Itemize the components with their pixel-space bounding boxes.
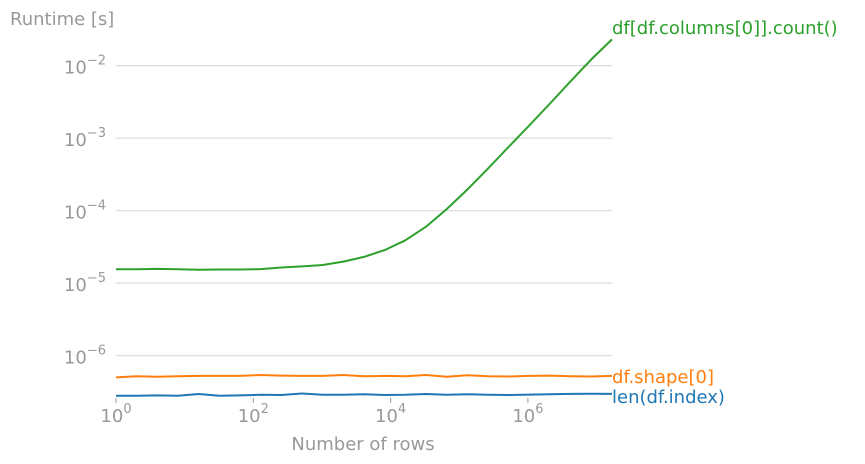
y-tick-label: 10−3 — [64, 126, 106, 151]
series-label-2: len(df.index) — [612, 387, 725, 408]
y-tick-label: 10−2 — [64, 54, 106, 79]
series-labels: df[df.columns[0]].count() df.shape[0]len(… — [612, 18, 838, 408]
y-tick-label: 10−6 — [64, 344, 106, 369]
x-tick-labels: 100 102 104 106 — [100, 398, 544, 427]
x-axis-label: Number of rows — [291, 434, 434, 455]
x-tick-label: 100 — [100, 402, 131, 427]
x-tick-label: 102 — [238, 402, 269, 427]
series-line-0 — [116, 38, 613, 271]
x-tick-label: 104 — [375, 402, 406, 427]
series-label-1: df.shape[0] — [612, 367, 714, 388]
y-tick-label: 10−5 — [64, 271, 106, 296]
y-axis-label: Runtime [s] — [10, 9, 114, 30]
y-tick-label: 10−4 — [64, 199, 106, 224]
y-tick-labels: 10−2 10−3 10−4 10−5 10−6 — [64, 54, 106, 369]
grid-lines — [116, 65, 612, 357]
series-line-2 — [116, 392, 613, 397]
series-lines — [115, 38, 613, 397]
series-label-0: df[df.columns[0]].count() — [612, 18, 838, 39]
x-tick-label: 106 — [512, 402, 543, 427]
series-line-1 — [115, 374, 613, 379]
